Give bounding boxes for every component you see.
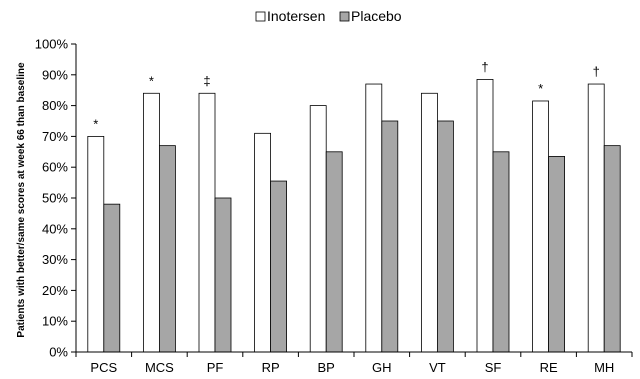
bar-inotersen-vt xyxy=(420,92,438,353)
bar-placebo-rp xyxy=(270,180,288,353)
significance-marker: ‡ xyxy=(203,73,210,88)
significance-marker: * xyxy=(538,81,543,96)
bar-placebo-bp xyxy=(325,151,343,353)
x-tick-label: SF xyxy=(485,360,502,375)
significance-marker: † xyxy=(481,59,488,74)
bar-inotersen-gh xyxy=(365,83,383,353)
legend-swatch-placebo xyxy=(339,11,350,22)
bars xyxy=(87,79,621,353)
x-tick-label: BP xyxy=(318,360,335,375)
legend-label-inotersen: Inotersen xyxy=(267,8,325,24)
bar-placebo-mh xyxy=(603,145,621,353)
x-tick-label: MCS xyxy=(145,360,174,375)
significance-marker: * xyxy=(93,116,98,131)
significance-marker: † xyxy=(593,64,600,79)
bar-placebo-gh xyxy=(381,120,399,353)
significance-markers: * * ‡ † * † xyxy=(93,59,600,131)
y-tick-label: 20% xyxy=(42,283,68,298)
bar-inotersen-pcs xyxy=(87,135,105,353)
y-tick-label: 10% xyxy=(42,314,68,329)
legend-label-placebo: Placebo xyxy=(351,8,402,24)
legend-swatch-inotersen xyxy=(255,11,266,22)
y-tick-label: 70% xyxy=(42,129,68,144)
bar-inotersen-rp xyxy=(254,132,272,353)
x-tick-label: RE xyxy=(540,360,558,375)
y-axis-label: Patients with better/same scores at week… xyxy=(16,62,27,338)
legend: Inotersen Placebo xyxy=(255,8,402,24)
y-tick-label: 30% xyxy=(42,252,68,267)
significance-marker: * xyxy=(149,73,154,88)
bar-placebo-vt xyxy=(436,120,454,353)
bar-inotersen-pf xyxy=(198,92,216,353)
bar-placebo-mcs xyxy=(158,145,176,353)
y-tick-label: 80% xyxy=(42,98,68,113)
bar-placebo-re xyxy=(548,156,565,353)
bar-placebo-sf xyxy=(492,151,510,353)
bar-placebo-pcs xyxy=(103,203,121,353)
x-tick-label: GH xyxy=(372,360,392,375)
y-tick-label: 0% xyxy=(49,345,68,360)
bar-inotersen-mh xyxy=(587,83,605,353)
x-tick-label: PF xyxy=(207,360,224,375)
bar-placebo-pf xyxy=(214,197,232,353)
bar-inotersen-mcs xyxy=(142,92,160,353)
bar-inotersen-re xyxy=(532,100,549,353)
x-tick-label: VT xyxy=(429,360,446,375)
y-axis-ticks: 0% 10% 20% 30% 40% 50% 60% 70% 80% 90% 100% xyxy=(35,37,76,360)
x-tick-label: PCS xyxy=(90,360,117,375)
y-tick-label: 60% xyxy=(42,160,68,175)
y-tick-label: 40% xyxy=(42,221,68,236)
x-tick-label: RP xyxy=(262,360,280,375)
bar-inotersen-sf xyxy=(476,79,494,353)
y-tick-label: 50% xyxy=(42,191,68,206)
y-tick-label: 100% xyxy=(35,37,69,52)
bar-inotersen-bp xyxy=(309,105,327,353)
y-tick-label: 90% xyxy=(42,67,68,82)
x-axis-ticks: PCS MCS PF RP BP GH VT SF RE MH xyxy=(75,352,633,375)
x-tick-label: MH xyxy=(594,360,614,375)
